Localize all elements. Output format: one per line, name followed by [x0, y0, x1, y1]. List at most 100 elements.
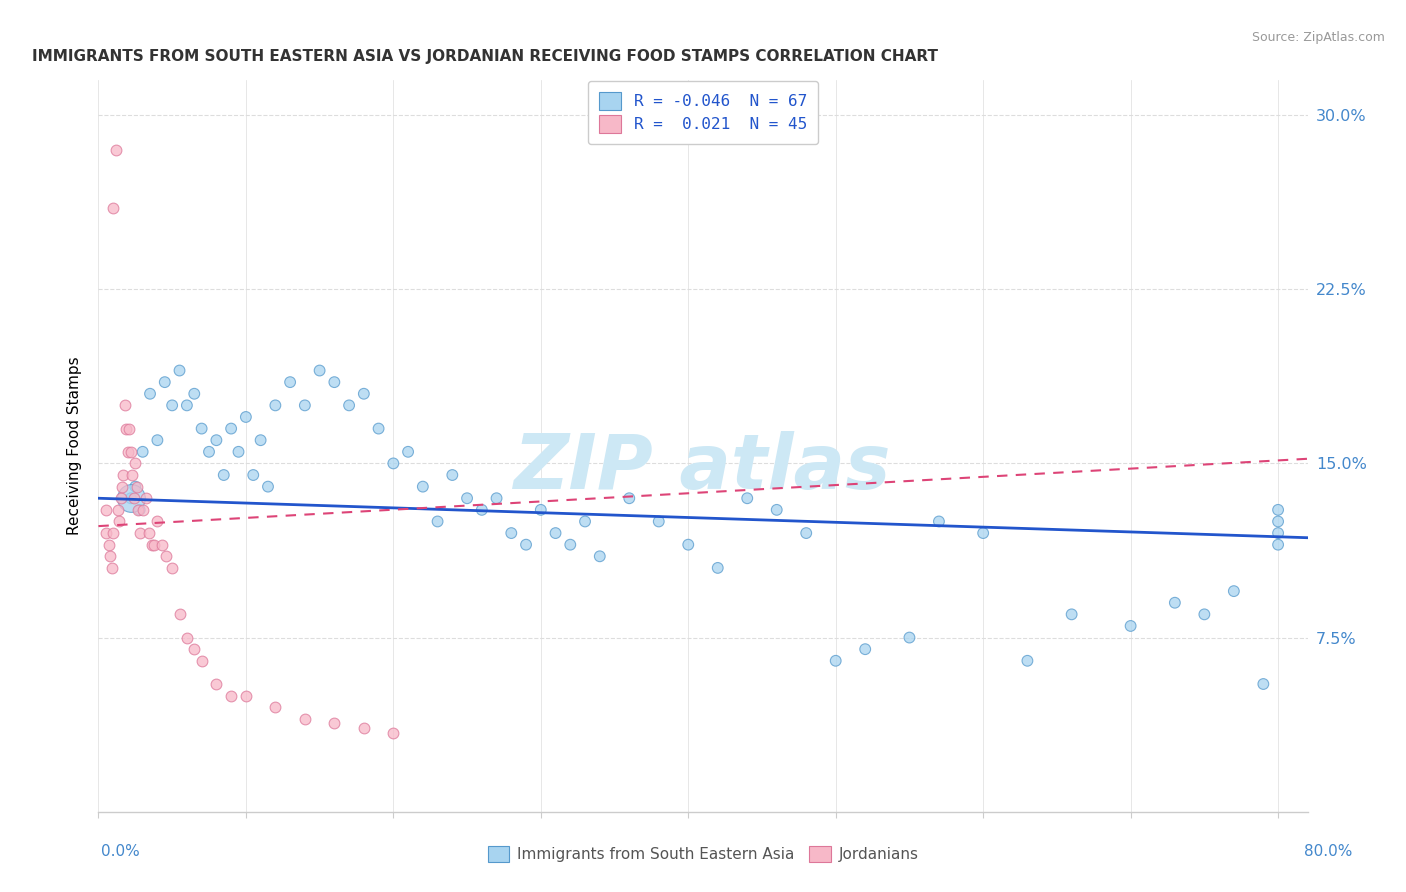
Legend: Immigrants from South Eastern Asia, Jordanians: Immigrants from South Eastern Asia, Jord…	[481, 840, 925, 868]
Point	[205, 677, 228, 691]
Point	[972, 526, 994, 541]
Point	[1223, 584, 1246, 599]
Point	[485, 491, 508, 506]
Point	[294, 712, 316, 726]
Point	[257, 480, 280, 494]
Point	[160, 561, 183, 575]
Point	[118, 421, 141, 435]
Point	[515, 538, 537, 552]
Point	[619, 491, 641, 506]
Point	[107, 503, 129, 517]
Point	[117, 445, 139, 459]
Point	[112, 468, 135, 483]
Point	[183, 386, 205, 401]
Point	[205, 433, 228, 447]
Point	[141, 538, 163, 552]
Point	[94, 503, 117, 517]
Point	[98, 549, 121, 564]
Point	[122, 491, 145, 506]
Point	[1267, 538, 1289, 552]
Point	[228, 445, 250, 459]
Text: Source: ZipAtlas.com: Source: ZipAtlas.com	[1251, 31, 1385, 45]
Point	[1060, 607, 1083, 622]
Point	[765, 503, 787, 517]
Point	[1017, 654, 1039, 668]
Point	[648, 515, 671, 529]
Point	[249, 433, 271, 447]
Point	[294, 398, 316, 412]
Point	[143, 538, 166, 552]
Point	[108, 515, 131, 529]
Point	[190, 654, 212, 668]
Point	[105, 143, 128, 157]
Point	[1267, 526, 1289, 541]
Point	[898, 631, 921, 645]
Point	[97, 538, 120, 552]
Text: 0.0%: 0.0%	[101, 845, 141, 859]
Text: IMMIGRANTS FROM SOUTH EASTERN ASIA VS JORDANIAN RECEIVING FOOD STAMPS CORRELATIO: IMMIGRANTS FROM SOUTH EASTERN ASIA VS JO…	[32, 49, 938, 64]
Point	[183, 642, 205, 657]
Point	[101, 201, 124, 215]
Point	[1267, 503, 1289, 517]
Point	[111, 480, 134, 494]
Point	[198, 445, 221, 459]
Point	[396, 445, 419, 459]
Point	[131, 503, 153, 517]
Point	[146, 433, 169, 447]
Point	[121, 468, 143, 483]
Point	[264, 700, 287, 714]
Point	[412, 480, 434, 494]
Point	[1119, 619, 1142, 633]
Point	[120, 491, 142, 506]
Point	[530, 503, 553, 517]
Point	[169, 363, 191, 377]
Point	[706, 561, 728, 575]
Point	[125, 480, 148, 494]
Point	[323, 716, 346, 731]
Point	[190, 421, 212, 435]
Point	[114, 398, 136, 412]
Point	[794, 526, 817, 541]
Point	[127, 503, 149, 517]
Y-axis label: Receiving Food Stamps: Receiving Food Stamps	[67, 357, 83, 535]
Point	[153, 375, 176, 389]
Point	[574, 515, 596, 529]
Legend: R = -0.046  N = 67, R =  0.021  N = 45: R = -0.046 N = 67, R = 0.021 N = 45	[588, 81, 818, 144]
Point	[146, 515, 169, 529]
Point	[124, 457, 146, 471]
Point	[589, 549, 612, 564]
Point	[264, 398, 287, 412]
Point	[155, 549, 177, 564]
Point	[323, 375, 346, 389]
Point	[471, 503, 494, 517]
Point	[337, 398, 360, 412]
Point	[426, 515, 449, 529]
Point	[501, 526, 523, 541]
Text: ZIP atlas: ZIP atlas	[515, 431, 891, 505]
Point	[242, 468, 264, 483]
Point	[160, 398, 183, 412]
Point	[853, 642, 876, 657]
Point	[128, 503, 150, 517]
Point	[382, 725, 405, 739]
Point	[176, 631, 198, 645]
Point	[131, 445, 153, 459]
Point	[138, 526, 160, 541]
Point	[101, 526, 124, 541]
Point	[212, 468, 235, 483]
Point	[353, 721, 375, 735]
Point	[308, 363, 330, 377]
Point	[169, 607, 191, 622]
Point	[456, 491, 478, 506]
Point	[135, 491, 157, 506]
Point	[367, 421, 389, 435]
Point	[1267, 515, 1289, 529]
Point	[100, 561, 122, 575]
Point	[219, 689, 242, 703]
Point	[94, 526, 117, 541]
Point	[678, 538, 700, 552]
Point	[110, 491, 132, 506]
Point	[120, 445, 142, 459]
Point	[115, 421, 138, 435]
Point	[235, 689, 257, 703]
